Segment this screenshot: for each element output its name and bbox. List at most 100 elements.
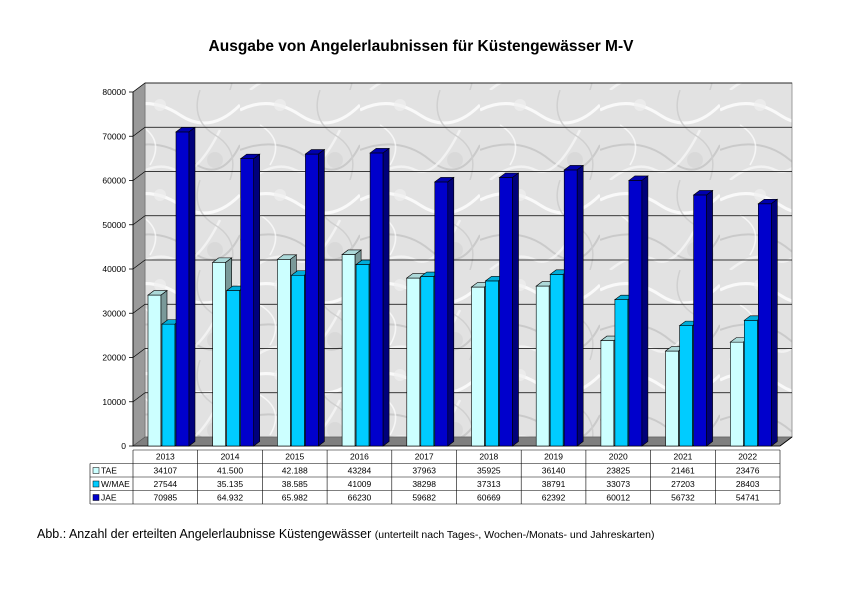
table-cell: 56732	[671, 493, 695, 503]
bar-side	[770, 198, 778, 447]
table-cell: 35.135	[217, 479, 243, 489]
legend-label-jae: JAE	[101, 493, 117, 503]
data-table: 2013 2014 2015 2016 2017 2018 2019 2020 2021 2022…	[89, 449, 781, 505]
table-cell: 42.188	[282, 466, 308, 476]
bar-front	[693, 194, 707, 447]
bar-front	[305, 153, 319, 447]
bar-front	[226, 290, 240, 447]
bar-front	[600, 340, 615, 447]
bar-front	[161, 323, 176, 447]
table-cell: 70985	[154, 493, 178, 503]
gridline-side	[132, 392, 146, 403]
y-tick-label: 20000	[102, 353, 126, 363]
gridline-side	[132, 348, 146, 358]
y-tick-label: 30000	[102, 308, 126, 318]
bar-side	[576, 164, 584, 447]
bar-jae-2016	[369, 147, 391, 447]
bar-front	[679, 325, 693, 447]
y-tick-label: 80000	[102, 87, 126, 97]
figure-caption: Abb.: Anzahl der erteilten Angelerlaubni…	[37, 527, 655, 541]
category-label-2020: 2020	[609, 452, 628, 462]
table-cell: 21461	[671, 466, 695, 476]
bar-front	[212, 262, 226, 447]
y-tick-label: 70000	[102, 131, 126, 141]
caption-main: Abb.: Anzahl der erteilten Angelerlaubni…	[37, 527, 372, 541]
table-cell: 37313	[477, 479, 501, 489]
bar-front	[743, 320, 758, 447]
bar-jae-2020	[628, 175, 649, 447]
table-cell: 62392	[542, 493, 566, 503]
table-cell: 36140	[542, 466, 566, 476]
bar-front	[471, 286, 485, 447]
bar-jae-2014	[239, 153, 261, 447]
bar-front	[757, 203, 772, 447]
bar-side	[253, 153, 261, 447]
bar-front	[628, 180, 643, 447]
category-label-2021: 2021	[673, 452, 692, 462]
bar-front	[406, 277, 421, 447]
y-tick-label: 50000	[102, 220, 126, 230]
bar-side	[512, 172, 519, 447]
bar-front	[665, 350, 679, 447]
bar-front	[341, 254, 356, 447]
gridline-side	[132, 303, 146, 314]
table-cell: 38298	[412, 479, 436, 489]
category-label-2014: 2014	[221, 452, 240, 462]
bar-side	[188, 126, 196, 447]
floor-edge	[779, 436, 793, 447]
bar-jae-2019	[563, 164, 585, 447]
bar-front	[147, 294, 162, 447]
table-cell: 27544	[154, 479, 178, 489]
gridline-side	[132, 126, 146, 137]
bar-front	[563, 169, 578, 447]
bar-layer	[147, 126, 779, 447]
bar-front	[535, 285, 550, 447]
gridline-side	[132, 259, 146, 270]
bar-side	[641, 175, 649, 447]
table-cell: 60669	[477, 493, 501, 503]
bar-front	[729, 341, 744, 447]
table-cell: 64.932	[217, 493, 243, 503]
table-cell: 43284	[348, 466, 372, 476]
bar-jae-2022	[757, 198, 779, 447]
bar-side	[447, 176, 455, 447]
bar-jae-2013	[175, 126, 196, 447]
category-label-2015: 2015	[285, 452, 304, 462]
table-cell: 23476	[736, 466, 760, 476]
legend-swatch-jae	[92, 494, 100, 501]
bar-front	[549, 274, 564, 447]
table-cell: 41009	[348, 479, 372, 489]
table-cell: 65.982	[282, 493, 308, 503]
bar-front	[355, 264, 370, 447]
table-cell: 38791	[542, 479, 566, 489]
table-cell: 35925	[477, 466, 501, 476]
table-cell: 34107	[154, 466, 178, 476]
table-cell: 66230	[348, 493, 372, 503]
bar-front	[485, 280, 499, 447]
y-tick-label: 0	[121, 441, 126, 451]
legend-swatch-wmae	[92, 480, 100, 488]
gridline-side	[132, 215, 146, 226]
category-label-2022: 2022	[738, 452, 757, 462]
legend-label-tae: TAE	[101, 466, 117, 476]
bar-side	[382, 147, 390, 447]
y-tick-label: 10000	[102, 397, 126, 407]
gridline-side	[132, 82, 146, 93]
category-label-2018: 2018	[479, 452, 498, 462]
bar-front	[434, 181, 449, 447]
bar-front	[291, 274, 305, 447]
legend-swatch-tae	[92, 467, 100, 474]
table-cell: 37963	[412, 466, 436, 476]
y-tick-label: 60000	[102, 176, 126, 186]
table-cell: 54741	[736, 493, 760, 503]
category-label-2019: 2019	[544, 452, 563, 462]
legend-label-wmae: W/MAE	[101, 479, 130, 489]
bar-jae-2015	[304, 148, 326, 447]
table-cell: 41.500	[217, 466, 243, 476]
table-cell: 23825	[606, 466, 630, 476]
category-label-2013: 2013	[156, 452, 175, 462]
bar-front	[240, 158, 254, 447]
bar-front	[369, 152, 384, 447]
bar-front	[175, 131, 190, 447]
